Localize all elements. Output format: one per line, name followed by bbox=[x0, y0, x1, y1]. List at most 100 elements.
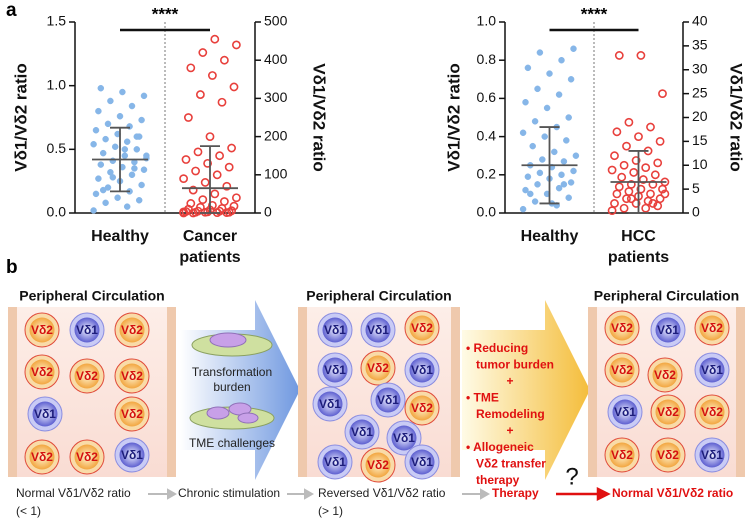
data-point bbox=[524, 173, 532, 180]
cell-label: Vδ2 bbox=[76, 369, 98, 383]
data-point bbox=[140, 166, 148, 173]
data-point bbox=[95, 107, 102, 115]
cell-body bbox=[119, 317, 145, 343]
flow-arrow bbox=[462, 488, 491, 500]
cell-body bbox=[655, 442, 681, 468]
mean-sd-bar bbox=[92, 126, 148, 193]
data-point bbox=[648, 179, 658, 189]
data-point bbox=[541, 133, 548, 140]
data-point bbox=[121, 152, 129, 159]
data-point bbox=[198, 195, 208, 205]
data-point bbox=[107, 97, 114, 105]
diagram-text: TME challenges bbox=[189, 436, 275, 450]
cell-label: Vδ2 bbox=[121, 323, 143, 337]
data-point bbox=[128, 171, 136, 179]
data-point bbox=[179, 174, 188, 184]
vessel-wall bbox=[167, 307, 176, 477]
data-point bbox=[123, 203, 131, 210]
cell-body bbox=[699, 315, 725, 341]
vessel-wall bbox=[298, 307, 307, 477]
flow-arrow bbox=[287, 488, 315, 500]
data-point bbox=[191, 166, 200, 176]
data-point bbox=[102, 199, 109, 207]
data-point bbox=[563, 137, 570, 144]
y-tick-label: 0.5 bbox=[47, 140, 67, 156]
vessel-wall bbox=[451, 307, 460, 477]
data-point bbox=[210, 189, 220, 199]
cell-label: Vδ1 bbox=[701, 363, 723, 377]
data-point bbox=[626, 194, 636, 204]
vessel-wall bbox=[588, 307, 597, 477]
y-axis-label: Vδ1/Vδ2 ratio bbox=[11, 63, 30, 172]
cell-label: Vδ1 bbox=[614, 405, 636, 419]
data-point bbox=[183, 113, 193, 122]
data-point bbox=[92, 190, 100, 198]
y-axis-label: Vδ1/Vδ2 ratio bbox=[444, 63, 463, 172]
data-point bbox=[229, 82, 239, 92]
process-arrow bbox=[462, 300, 590, 480]
data-point bbox=[181, 155, 191, 164]
diagram-text: Transformation bbox=[192, 365, 272, 379]
cell-body bbox=[365, 452, 391, 478]
cell-body bbox=[609, 442, 635, 468]
data-point bbox=[193, 147, 203, 157]
data-point bbox=[636, 184, 646, 194]
cell-label: Vδ1 bbox=[367, 323, 389, 337]
data-point bbox=[104, 120, 112, 128]
panel-title: Peripheral Circulation bbox=[19, 288, 164, 304]
y2-tick-label: 200 bbox=[264, 127, 288, 143]
data-point bbox=[610, 151, 619, 161]
cell-label: Vδ1 bbox=[657, 323, 679, 337]
data-point bbox=[138, 181, 145, 189]
data-point bbox=[646, 122, 655, 132]
cell-label: Vδ1 bbox=[701, 448, 723, 462]
therapy-item: + bbox=[506, 424, 513, 438]
therapy-item: tumor burden bbox=[476, 358, 554, 372]
cell-body bbox=[699, 357, 725, 383]
data-point bbox=[205, 132, 215, 141]
significance-label: **** bbox=[152, 4, 179, 23]
cell-body bbox=[365, 317, 391, 343]
data-point bbox=[610, 199, 619, 208]
y-tick-label: 0.0 bbox=[477, 204, 497, 220]
cell-body bbox=[349, 419, 375, 445]
data-point bbox=[558, 171, 565, 179]
cell-label: Vδ1 bbox=[411, 455, 433, 469]
therapy-item: therapy bbox=[476, 473, 520, 487]
data-point bbox=[634, 132, 643, 141]
cell-label: Vδ2 bbox=[701, 405, 723, 419]
data-point bbox=[536, 49, 544, 56]
data-point bbox=[227, 143, 236, 153]
cell-body bbox=[322, 317, 348, 343]
cell-body bbox=[119, 363, 145, 389]
data-point bbox=[116, 112, 124, 120]
data-point bbox=[212, 170, 222, 180]
data-point bbox=[572, 152, 580, 159]
data-point bbox=[570, 45, 577, 52]
cell-label: Vδ2 bbox=[657, 405, 679, 419]
cell-label: Vδ2 bbox=[611, 321, 633, 335]
data-point bbox=[128, 102, 136, 110]
data-point bbox=[198, 48, 208, 57]
cell-body bbox=[652, 362, 678, 388]
data-point bbox=[614, 51, 624, 60]
cell-label: Vδ2 bbox=[121, 407, 143, 421]
cell-body bbox=[655, 399, 681, 425]
stage-label: Normal Vδ1/Vδ2 ratio bbox=[16, 486, 131, 500]
y2-tick-label: 100 bbox=[264, 166, 288, 182]
data-point bbox=[543, 104, 551, 112]
cell-label: Vδ1 bbox=[393, 431, 415, 445]
cell-label: Vδ1 bbox=[324, 323, 346, 337]
data-point bbox=[567, 76, 575, 83]
cell-label: Vδ2 bbox=[654, 368, 676, 382]
mean-sd-bar bbox=[610, 150, 667, 214]
panel-title: Peripheral Circulation bbox=[306, 288, 451, 304]
therapy-item: • Reducing bbox=[466, 341, 528, 355]
cell-label: Vδ2 bbox=[411, 321, 433, 335]
data-point bbox=[224, 162, 234, 172]
stage-label: Therapy bbox=[492, 486, 539, 500]
therapy-item: Vδ2 transfer bbox=[476, 457, 546, 471]
cell-body bbox=[365, 355, 391, 381]
therapy-item: Remodeling bbox=[476, 407, 545, 421]
data-point bbox=[619, 203, 629, 213]
